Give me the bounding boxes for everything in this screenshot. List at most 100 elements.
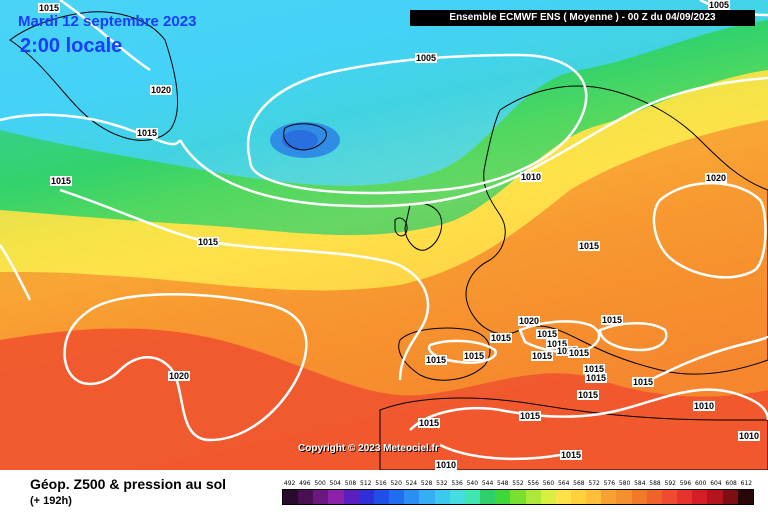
cold-region bbox=[0, 0, 768, 186]
isobar-label: 1015 bbox=[463, 351, 486, 361]
scale-swatch bbox=[328, 490, 344, 504]
scale-swatch bbox=[343, 490, 359, 504]
scale-swatch bbox=[722, 490, 738, 504]
scale-swatch bbox=[404, 490, 420, 504]
scale-swatch bbox=[692, 490, 708, 504]
scale-tick-label: 604 bbox=[710, 480, 722, 487]
model-header: Ensemble ECMWF ENS ( Moyenne ) - 00 Z du… bbox=[410, 10, 755, 26]
isobar-label: 1015 bbox=[519, 411, 542, 421]
scale-swatch bbox=[434, 490, 450, 504]
scale-tick-label: 548 bbox=[497, 480, 509, 487]
isobar-label: 1015 bbox=[560, 450, 583, 460]
isobar-label: 1015 bbox=[536, 329, 559, 339]
scale-swatch bbox=[677, 490, 693, 504]
scale-swatch bbox=[419, 490, 435, 504]
scale-tick-label: 556 bbox=[527, 480, 539, 487]
isobar-label: 1015 bbox=[136, 128, 159, 138]
isobar-label: 1020 bbox=[150, 85, 173, 95]
isobar-label: 1015 bbox=[531, 351, 554, 361]
isobar-label: 1005 bbox=[415, 53, 438, 63]
scale-swatch bbox=[601, 490, 617, 504]
scale-tick-label: 584 bbox=[634, 480, 646, 487]
isobar-label: 1020 bbox=[168, 371, 191, 381]
isobar-label: 1020 bbox=[705, 173, 728, 183]
isobar-label: 1005 bbox=[708, 0, 731, 10]
isobar-label: 1015 bbox=[546, 339, 569, 349]
scale-swatch bbox=[510, 490, 526, 504]
scale-tick-label: 540 bbox=[466, 480, 479, 487]
isobar-label: 1015 bbox=[425, 355, 448, 365]
date-label: Mardi 12 septembre 2023 bbox=[18, 13, 197, 30]
scale-swatch bbox=[540, 490, 556, 504]
scale-tick-label: 508 bbox=[344, 480, 357, 487]
scale-tick-label: 500 bbox=[314, 480, 326, 487]
scale-tick-label: 496 bbox=[299, 480, 311, 487]
scale-tick-label: 600 bbox=[694, 480, 707, 487]
scale-tick-label: 560 bbox=[542, 480, 555, 487]
scale-swatch bbox=[373, 490, 390, 504]
iceland-low-inner bbox=[282, 130, 318, 150]
isobar-label: 1010 bbox=[738, 431, 761, 441]
color-scale-labels: 492 496 500 504 508 512 516 520 524 528 532 536 540 5… bbox=[282, 479, 754, 488]
scale-tick-label: 612 bbox=[740, 480, 753, 487]
scale-swatch bbox=[555, 490, 571, 504]
scale-tick-label: 576 bbox=[603, 480, 616, 487]
isobar-label: 1015 bbox=[568, 348, 591, 358]
scale-tick-label: 532 bbox=[436, 480, 448, 487]
scale-tick-label: 516 bbox=[375, 480, 387, 487]
isobar-label: 1015 bbox=[556, 346, 579, 356]
isobar-label: 1010 bbox=[435, 460, 458, 470]
scale-tick-label: 512 bbox=[360, 480, 372, 487]
scale-tick-label: 520 bbox=[390, 480, 402, 487]
scale-tick-label: 592 bbox=[664, 480, 676, 487]
product-title: Géop. Z500 & pression au sol bbox=[30, 476, 227, 492]
isobar-label: 1015 bbox=[418, 418, 441, 428]
scale-swatch bbox=[631, 490, 647, 504]
scale-tick-label: 568 bbox=[573, 480, 585, 487]
scale-swatch bbox=[525, 490, 541, 504]
scale-tick-label: 588 bbox=[649, 480, 661, 487]
isobar-label: 1015 bbox=[197, 237, 220, 247]
scale-tick-label: 528 bbox=[420, 480, 433, 487]
scale-swatch bbox=[298, 490, 314, 504]
scale-swatch bbox=[313, 490, 329, 504]
coastlines bbox=[9, 11, 768, 470]
scale-tick-label: 492 bbox=[283, 480, 296, 487]
scale-tick-label: 608 bbox=[725, 480, 737, 487]
scale-swatch bbox=[707, 490, 723, 504]
scale-swatch bbox=[495, 490, 511, 504]
isobar-label: 1020 bbox=[518, 316, 541, 326]
map-canvas bbox=[0, 0, 768, 470]
scale-tick-label: 596 bbox=[679, 480, 692, 487]
scale-swatch bbox=[586, 490, 602, 504]
isobar-label: 1015 bbox=[601, 315, 624, 325]
weather-map: Mardi 12 septembre 2023 2:00 locale Ense… bbox=[0, 0, 768, 470]
isobar-label: 1015 bbox=[585, 373, 608, 383]
copyright-label: Copyright © 2023 Meteociel.fr bbox=[298, 443, 439, 454]
isobar-label: 1015 bbox=[632, 377, 655, 387]
scale-tick-label: 564 bbox=[557, 480, 570, 487]
scale-swatch bbox=[358, 490, 374, 504]
scale-tick-label: 544 bbox=[481, 480, 494, 487]
scale-swatch bbox=[646, 490, 662, 504]
scale-swatch bbox=[480, 490, 496, 504]
scale-swatch bbox=[449, 490, 465, 504]
red-region bbox=[0, 328, 768, 470]
scale-swatch bbox=[464, 490, 481, 504]
isobar-label: 1015 bbox=[490, 333, 513, 343]
local-time-label: 2:00 locale bbox=[20, 35, 123, 57]
scale-swatch bbox=[737, 490, 753, 504]
isobar-label: 1015 bbox=[583, 364, 606, 374]
isobars bbox=[0, 0, 768, 459]
scale-swatch bbox=[616, 490, 632, 504]
scale-tick-label: 552 bbox=[512, 480, 524, 487]
scale-swatch bbox=[570, 490, 587, 504]
scale-tick-label: 504 bbox=[329, 480, 341, 487]
forecast-lead-time: (+ 192h) bbox=[30, 495, 72, 507]
yellow-band bbox=[0, 70, 768, 291]
scale-tick-label: 536 bbox=[451, 480, 463, 487]
color-scale-bar bbox=[282, 489, 754, 505]
isobar-label: 1015 bbox=[38, 3, 61, 13]
isobar-label: 1015 bbox=[50, 176, 73, 186]
scale-tick-label: 524 bbox=[405, 480, 418, 487]
